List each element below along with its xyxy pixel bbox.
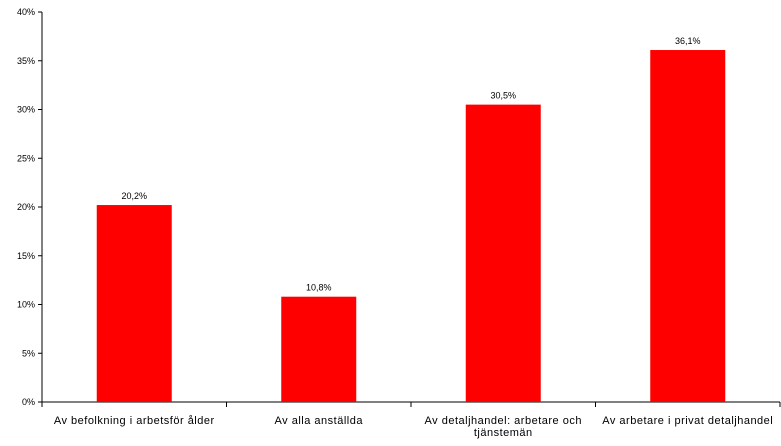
y-axis: 0% 5% 10% 15% 20% 25% 30% 35% 40%: [17, 7, 43, 407]
bar: [96, 205, 172, 402]
y-tick-label: 5%: [22, 348, 35, 358]
y-tick-label: 30%: [17, 105, 35, 115]
x-tick-label: Av alla anställda: [274, 415, 363, 427]
data-labels: 20,2% 10,8% 30,5% 36,1%: [121, 36, 700, 293]
bar: [465, 104, 541, 402]
x-tick-label: Av befolkning i arbetsför ålder: [53, 415, 215, 427]
data-label: 10,8%: [306, 283, 332, 293]
y-tick-label: 15%: [17, 251, 35, 261]
y-tick-label: 35%: [17, 56, 35, 66]
y-tick-label: 10%: [17, 300, 35, 310]
x-tick-label: Av detaljhandel: arbetare och tjänstemän: [424, 415, 582, 439]
bars: [96, 50, 726, 403]
data-label: 36,1%: [675, 36, 701, 46]
data-label: 20,2%: [121, 191, 147, 201]
y-tick-label: 0%: [22, 397, 35, 407]
bar: [650, 50, 726, 403]
y-tick-label: 20%: [17, 202, 35, 212]
y-tick-label: 25%: [17, 153, 35, 163]
data-label: 30,5%: [490, 91, 516, 101]
y-tick-label: 40%: [17, 7, 35, 17]
bar: [281, 296, 357, 402]
x-axis: [41, 401, 781, 407]
x-tick-label: Av arbetare i privat detaljhandel: [602, 415, 774, 427]
